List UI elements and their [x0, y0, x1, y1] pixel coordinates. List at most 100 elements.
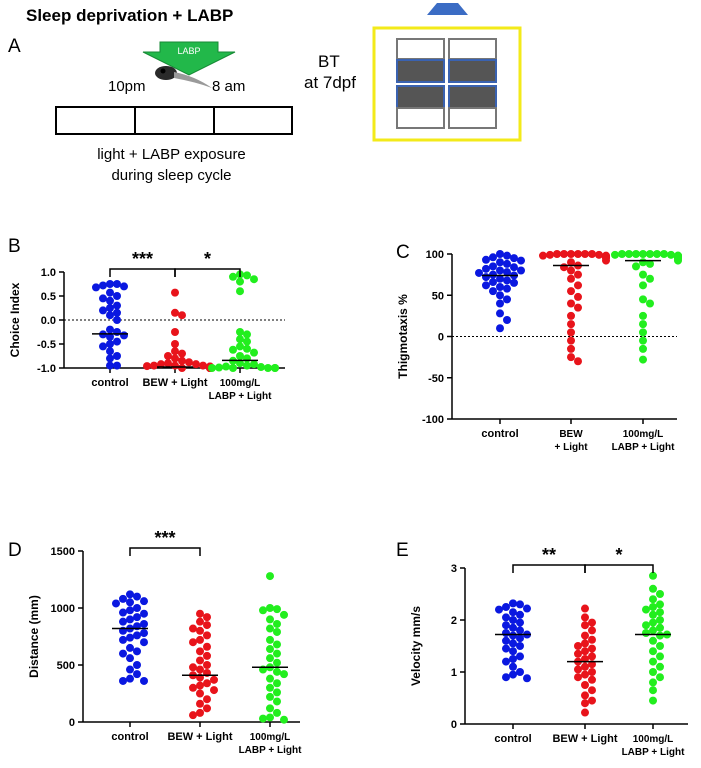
panel-c-x-category-label: + Light [554, 442, 588, 453]
panel-c-data-point [553, 250, 561, 258]
panel-b-data-point [106, 304, 114, 312]
panel-b-data-point [236, 277, 244, 286]
panel-b-data-point [113, 337, 121, 346]
zebrafish-larva-icon [155, 66, 212, 88]
panel-c-data-point [574, 281, 582, 290]
panel-c-data-point [489, 270, 497, 279]
panel-d-data-point [119, 649, 127, 658]
panel-e-data-point [502, 644, 510, 653]
panel-c-data-point [674, 256, 682, 265]
panel-b-data-point [229, 364, 237, 372]
panel-c-data-point [546, 250, 554, 259]
panel-e-data-point [581, 699, 589, 708]
panel-c-data-point [567, 336, 575, 345]
panel-d-letter: D [8, 540, 22, 561]
panel-d-data-point [266, 604, 274, 612]
panel-d-data-point [266, 683, 274, 692]
panel-d-data-point [203, 695, 211, 704]
panel-b-data-point [243, 330, 251, 339]
panel-e-data-point [656, 608, 664, 617]
panel-b-x-category-label: control [91, 377, 128, 389]
panel-c-data-point [639, 295, 647, 304]
panel-b-data-point [164, 359, 172, 368]
panel-d-data-point [140, 676, 148, 685]
panel-d-significance-bracket [129, 547, 201, 556]
panel-d-data-point [266, 674, 274, 683]
panel-d-data-point [119, 594, 127, 603]
panel-b-y-tick-label: 0.5 [41, 291, 56, 303]
panel-c-data-point [503, 284, 511, 293]
panel-d-data-point [140, 619, 148, 628]
panel-e-data-point [502, 657, 510, 666]
panel-d-y-label: Distance (mm) [27, 595, 41, 678]
panel-c-y-label: Thigmotaxis % [396, 294, 410, 379]
panel-d-data-point [196, 647, 204, 656]
panel-d-y-tick-label: 1500 [51, 546, 75, 558]
panel-e-data-point [502, 629, 510, 637]
panel-c-data-point [510, 263, 518, 272]
panel-e-data-point [509, 599, 517, 608]
panel-e-data-point [588, 668, 596, 676]
panel-e-data-point [581, 604, 589, 613]
panel-e-data-point [656, 642, 664, 650]
panel-c-data-point [574, 292, 582, 301]
panel-b-data-point [164, 352, 172, 360]
panel-c-data-point [503, 316, 511, 324]
panel-b-significance-label: *** [132, 249, 153, 269]
panel-b-data-point [106, 325, 114, 334]
panel-b-data-point [106, 361, 114, 370]
panel-c-data-point [510, 278, 518, 287]
panel-c-y-tick-label: -50 [428, 373, 444, 385]
panel-c-data-point [503, 268, 511, 277]
panel-b-data-point [113, 280, 121, 288]
panel-b-data-point [113, 301, 121, 310]
panel-e-data-point [642, 605, 650, 614]
panel-c-data-point [653, 250, 661, 258]
panel-c-data-point [539, 251, 547, 260]
panel-e-data-point [649, 668, 657, 676]
panel-d-data-point [203, 679, 211, 688]
panel-d-data-point [133, 613, 141, 622]
panel-d-data-point [119, 608, 127, 617]
panel-e-data-point [649, 595, 657, 604]
panel-b-data-point [171, 308, 179, 317]
panel-e-data-point [588, 696, 596, 705]
panel-d-data-point [203, 631, 211, 640]
panel-e-x-category-label: control [494, 733, 531, 745]
panel-d-data-point [266, 713, 274, 722]
panel-d-data-point [126, 590, 134, 599]
panel-c-data-point [489, 262, 497, 271]
panel-b-data-point [250, 360, 258, 369]
panel-d-data-point [203, 704, 211, 713]
panel-c-data-point [482, 255, 490, 264]
panel-d-data-point [126, 643, 134, 652]
panel-d-data-point [203, 642, 211, 651]
panel-e-data-point [649, 618, 657, 627]
panel-e-data-point [574, 642, 582, 650]
panel-b-data-point [113, 328, 121, 336]
panel-d-data-point [140, 597, 148, 606]
panel-c-data-point [611, 250, 619, 259]
panel-e-data-point [502, 603, 510, 611]
panel-b-data-point [157, 360, 165, 369]
panel-b-data-point [106, 280, 114, 288]
panel-b-data-point [178, 349, 186, 358]
panel-c-data-point [646, 274, 654, 283]
panel-b-data-point [243, 337, 251, 346]
panel-e-data-point [649, 696, 657, 705]
panel-d-data-point [203, 661, 211, 669]
panel-e-x-category-label: BEW + Light [552, 733, 617, 745]
panel-c-data-point [567, 274, 575, 283]
panel-c-data-point [496, 299, 504, 308]
panel-c-data-point [482, 264, 490, 273]
panel-d-data-point [126, 654, 134, 663]
panel-b-data-point [243, 361, 251, 370]
panel-c-x-category-label: 100mg/L [623, 429, 664, 440]
panel-c-data-point [618, 250, 626, 258]
panel-d-data-point [196, 665, 204, 674]
panel-d-data-point [189, 683, 197, 692]
panel-c-data-point [567, 320, 575, 329]
panel-d-data-point [196, 681, 204, 690]
panel-d-data-point [273, 649, 281, 658]
panel-e-data-point [649, 626, 657, 635]
